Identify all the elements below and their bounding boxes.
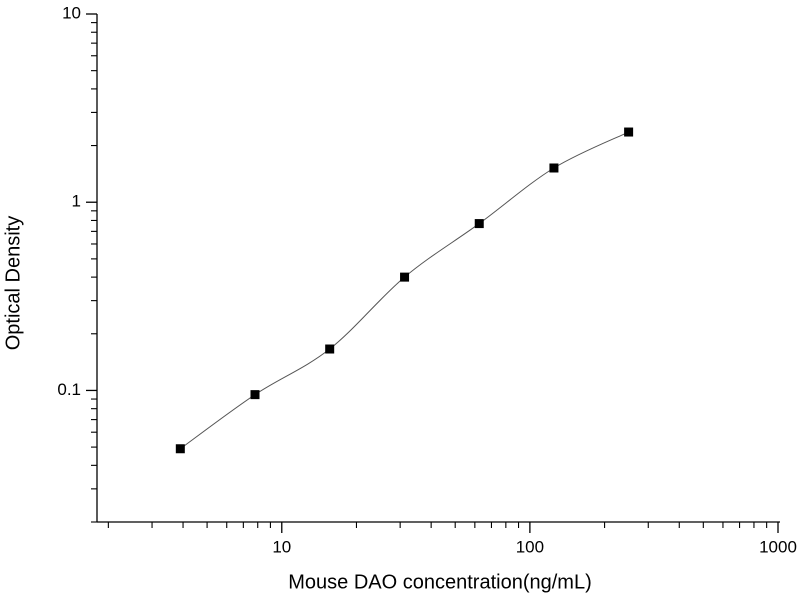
data-point	[325, 344, 335, 354]
y-tick-label: 1	[72, 192, 81, 211]
x-tick-label: 10	[272, 537, 291, 556]
y-axis-title: Optical Density	[2, 216, 24, 351]
y-tick-label: 0.1	[57, 380, 81, 399]
data-point	[250, 390, 260, 400]
fit-curve	[180, 131, 629, 450]
x-tick-label: 100	[516, 537, 544, 556]
x-axis-title: Mouse DAO concentration(ng/mL)	[288, 571, 591, 593]
x-tick-label: 1000	[759, 537, 797, 556]
data-point	[549, 163, 559, 173]
data-point	[400, 272, 410, 282]
data-point	[624, 127, 634, 137]
data-point	[474, 219, 484, 229]
data-point	[175, 444, 185, 454]
y-tick-label: 10	[62, 3, 81, 22]
